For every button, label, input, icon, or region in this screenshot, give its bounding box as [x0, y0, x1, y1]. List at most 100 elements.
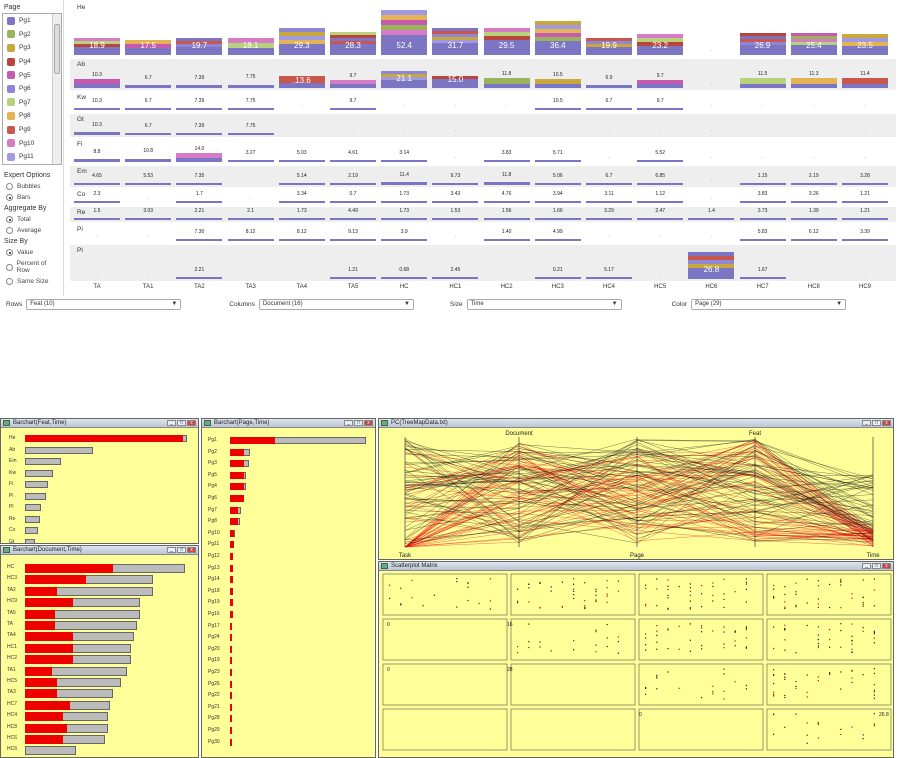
radio-button[interactable]	[6, 183, 13, 190]
legend-item[interactable]: Pg6	[3, 82, 61, 96]
bar-cell[interactable]: 26.8	[688, 245, 735, 281]
bar-cell[interactable]: .	[432, 92, 478, 112]
bar-cell[interactable]: 31.7	[432, 2, 479, 57]
bar-cell[interactable]: .	[432, 139, 478, 164]
bar-cell[interactable]: 4.49	[330, 207, 376, 222]
bar-cell[interactable]: 4.61	[330, 139, 376, 164]
size-dropdown[interactable]: Time ▼	[466, 298, 622, 310]
bar-cell[interactable]: .	[330, 114, 376, 137]
legend-scroll-thumb[interactable]	[54, 24, 60, 74]
bar-cell[interactable]: 1.66	[534, 207, 581, 222]
bar-selected[interactable]	[25, 666, 53, 676]
maximize-icon[interactable]: □	[354, 420, 363, 426]
close-icon[interactable]: x	[882, 563, 891, 569]
bar-cell[interactable]: .	[125, 224, 171, 243]
bar-cell[interactable]: .	[688, 92, 734, 112]
bar-selected[interactable]	[230, 657, 232, 665]
bar-cell[interactable]: 2.19	[790, 166, 837, 187]
window-titlebar[interactable]: Barchart(Document,Time) _ □ x	[1, 546, 198, 555]
bar-cell[interactable]: 1.21	[842, 189, 888, 205]
window-titlebar[interactable]: Barchart(Page,Time) _ □ x	[202, 419, 375, 428]
bar-cell[interactable]: .	[688, 166, 734, 187]
bar-cell[interactable]: 10.3	[74, 59, 120, 90]
legend-item[interactable]: Pg11	[3, 150, 61, 164]
bar-cell[interactable]: 10.5	[534, 59, 581, 90]
bar-cell[interactable]: .	[228, 166, 274, 187]
radio-size[interactable]: Same Size	[0, 276, 64, 287]
bar-cell[interactable]: 3.28	[842, 166, 888, 187]
bar-selected[interactable]	[25, 643, 73, 653]
bar-selected[interactable]	[230, 564, 233, 572]
bar-selected[interactable]	[230, 529, 235, 537]
feat-barchart-window[interactable]: Barchart(Feat,Time) _ □ x He Ab Em Kw Fi Pi Pl Re C…	[0, 418, 199, 544]
bar-cell[interactable]: 8.12	[278, 224, 325, 243]
bar-selected[interactable]	[230, 727, 232, 734]
bar-cell[interactable]: .	[842, 114, 888, 137]
bar-cell[interactable]: 11.3	[790, 59, 837, 90]
bar-selected[interactable]	[230, 669, 232, 676]
bar-cell[interactable]: 2.21	[176, 245, 223, 281]
bar-cell[interactable]: 7.39	[176, 92, 223, 112]
bar-cell[interactable]: 4.65	[74, 166, 120, 187]
bar-cell[interactable]: 1.21	[330, 245, 376, 281]
bar-selected[interactable]	[230, 599, 233, 607]
bar-total[interactable]	[25, 515, 40, 523]
minimize-icon[interactable]: _	[862, 563, 871, 569]
bar-cell[interactable]: .	[74, 245, 120, 281]
bar-cell[interactable]: .	[688, 114, 734, 137]
legend-item[interactable]: Pg4	[3, 55, 61, 69]
bar-cell[interactable]: 26.9	[739, 2, 786, 57]
bar-cell[interactable]: 7.75	[227, 59, 274, 90]
bar-cell[interactable]: .	[637, 245, 683, 281]
bar-cell[interactable]: 1.67	[739, 245, 786, 281]
bar-cell[interactable]: .	[637, 224, 683, 243]
bar-cell[interactable]: 11.8	[483, 59, 530, 90]
bar-cell[interactable]: 5.14	[278, 166, 325, 187]
bar-cell[interactable]: 4.76	[483, 189, 530, 205]
bar-cell[interactable]: 1.12	[637, 189, 684, 205]
bar-cell[interactable]: .	[432, 224, 478, 243]
bar-cell[interactable]: 7.75	[227, 92, 274, 112]
bar-selected[interactable]	[230, 541, 235, 549]
bar-cell[interactable]: 18.9	[74, 2, 120, 57]
bar-cell[interactable]: .	[740, 114, 786, 137]
bar-cell[interactable]: 3.94	[534, 189, 581, 205]
bar-cell[interactable]: 29.5	[483, 2, 530, 57]
bar-cell[interactable]: 2.3	[74, 189, 120, 205]
bar-cell[interactable]: 6.7	[586, 166, 632, 187]
radio-aggregate[interactable]: Average	[0, 225, 64, 236]
bar-cell[interactable]: .	[637, 114, 683, 137]
bar-cell[interactable]: 1.40	[483, 224, 530, 243]
parallel-coordinates-window[interactable]: PC(TreeMapData.txt) _ □ x Task Document Page F…	[378, 418, 894, 560]
bar-cell[interactable]: 1.73	[381, 207, 428, 222]
bar-cell[interactable]: 3.43	[432, 189, 479, 205]
scatterplot-matrix-window[interactable]: Scatterplot Matrix _ □ x 0 16 0 28 0 26.8	[378, 561, 894, 758]
bar-cell[interactable]: .	[228, 245, 274, 281]
bar-cell[interactable]: 6.85	[637, 166, 684, 187]
bar-cell[interactable]: .	[432, 114, 478, 137]
bar-cell[interactable]: 19.9	[586, 2, 632, 57]
legend-item[interactable]: Pg7	[3, 96, 61, 110]
bar-cell[interactable]: 29.3	[278, 2, 325, 57]
bar-cell[interactable]: 10.3	[74, 114, 120, 137]
minimize-icon[interactable]: _	[167, 547, 176, 553]
bar-cell[interactable]: 1.39	[790, 207, 837, 222]
bar-cell[interactable]: .	[688, 59, 734, 90]
bar-selected[interactable]	[25, 435, 183, 442]
bar-cell[interactable]: .	[688, 189, 734, 205]
page-legend[interactable]: Pg1 Pg2 Pg3 Pg4 Pg5 Pg6 Pg7 Pg8 Pg9 Pg10 Pg11	[2, 13, 62, 165]
bar-cell[interactable]: 9.7	[330, 59, 376, 90]
bar-cell[interactable]: .	[688, 2, 734, 57]
bar-cell[interactable]: 3.27	[227, 139, 274, 164]
bar-cell[interactable]: 3.83	[483, 139, 530, 164]
bar-cell[interactable]: 1.53	[432, 207, 479, 222]
bar-cell[interactable]: 1.73	[381, 189, 428, 205]
bar-cell[interactable]: 3.83	[739, 189, 786, 205]
bar-cell[interactable]: 1.21	[842, 207, 888, 222]
radio-button[interactable]	[6, 216, 13, 223]
radio-button[interactable]	[6, 194, 13, 201]
bar-selected[interactable]	[230, 622, 232, 630]
bar-cell[interactable]: 5.17	[586, 245, 632, 281]
bar-selected[interactable]	[230, 680, 232, 688]
bar-cell[interactable]: 8.12	[227, 224, 274, 243]
